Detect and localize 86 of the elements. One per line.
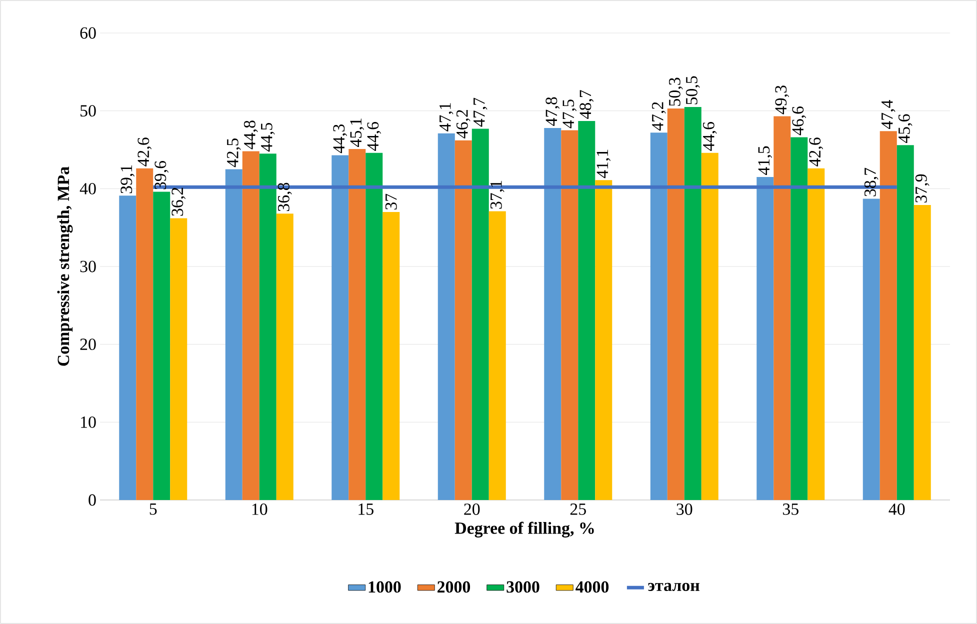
bar <box>242 151 260 500</box>
bar <box>225 169 242 500</box>
bar <box>488 211 506 500</box>
bar <box>880 131 897 500</box>
x-tick-label: 10 <box>252 504 268 515</box>
legend-label: 4000 <box>576 581 609 593</box>
data-label: 50,5 <box>686 76 700 104</box>
bar <box>790 137 808 500</box>
bar <box>366 152 383 500</box>
bar <box>348 148 366 500</box>
legend-label: 1000 <box>368 581 401 593</box>
data-label: 44,6 <box>367 122 382 151</box>
data-label: 44,3 <box>333 124 348 154</box>
y-tick-label: 20 <box>80 338 96 350</box>
data-label: 44,8 <box>244 120 258 150</box>
data-label: 42,6 <box>809 138 824 166</box>
data-label: 39,1 <box>120 165 135 194</box>
bar <box>472 128 489 500</box>
bar <box>650 132 668 500</box>
y-tick-label: 40 <box>80 182 96 194</box>
legend-label: эталон <box>648 582 700 592</box>
y-tick-label: 0 <box>88 494 96 506</box>
data-label: 41,1 <box>596 150 611 178</box>
bar <box>438 133 455 500</box>
bar <box>684 106 702 500</box>
data-label: 50,3 <box>668 78 683 106</box>
x-tick-label: 25 <box>570 504 586 515</box>
data-label: 48,7 <box>580 90 594 119</box>
data-label: 36,8 <box>278 182 292 212</box>
data-label: 39,6 <box>154 160 169 190</box>
legend-label: 3000 <box>506 581 540 593</box>
data-label: 37,1 <box>490 180 504 209</box>
bar <box>774 116 791 500</box>
y-tick-label: 50 <box>80 105 96 117</box>
data-label: 37 <box>385 194 397 210</box>
data-label: 46,2 <box>456 110 470 138</box>
bar <box>136 168 154 500</box>
bar <box>332 155 349 500</box>
data-label: 41,5 <box>758 146 772 175</box>
y-tick-label: 30 <box>80 260 96 272</box>
bar <box>153 192 170 500</box>
legend-label: 2000 <box>438 581 470 593</box>
data-label: 42,6 <box>138 138 152 166</box>
x-tick-label: 40 <box>888 504 905 515</box>
x-tick-label: 15 <box>358 504 374 515</box>
y-tick-label: 10 <box>81 416 96 428</box>
bar <box>701 152 718 500</box>
bar <box>808 168 825 500</box>
x-tick-label: 35 <box>782 504 798 515</box>
data-label: 45,1 <box>350 118 364 147</box>
x-axis-title: Degree of filling, % <box>454 522 594 538</box>
data-label: 47,4 <box>882 100 896 130</box>
data-label: 47,7 <box>474 98 488 127</box>
data-label: 44,5 <box>261 122 275 152</box>
bar <box>382 212 400 500</box>
data-label: 37,9 <box>915 174 930 202</box>
data-label: 45,6 <box>898 114 912 144</box>
bar <box>914 205 931 500</box>
bar <box>119 196 136 500</box>
data-label: 47,5 <box>562 100 577 128</box>
x-tick-label: 30 <box>676 504 692 515</box>
data-label: 42,5 <box>226 138 241 168</box>
data-label: 47,1 <box>439 103 454 132</box>
bar <box>544 128 562 500</box>
bar <box>454 140 472 500</box>
bar <box>561 130 578 500</box>
bar <box>595 180 612 500</box>
data-label: 46,6 <box>792 106 806 136</box>
bar <box>276 214 294 500</box>
bar <box>170 218 188 500</box>
data-label: 47,8 <box>546 97 560 126</box>
data-label: 49,3 <box>775 86 790 114</box>
data-label: 36,2 <box>172 188 186 216</box>
bar <box>259 154 276 500</box>
bar <box>667 108 684 500</box>
data-label: 44,6 <box>702 122 717 151</box>
bar <box>896 145 914 500</box>
bar <box>578 120 596 500</box>
data-label: 38,7 <box>864 168 878 196</box>
bar <box>862 198 880 500</box>
y-tick-label: 60 <box>80 27 96 39</box>
y-axis-title: Compressive strength, MPa <box>57 166 73 366</box>
data-label: 47,2 <box>652 102 666 131</box>
x-tick-label: 5 <box>150 504 157 515</box>
bar <box>756 176 774 500</box>
x-tick-label: 20 <box>464 504 480 515</box>
